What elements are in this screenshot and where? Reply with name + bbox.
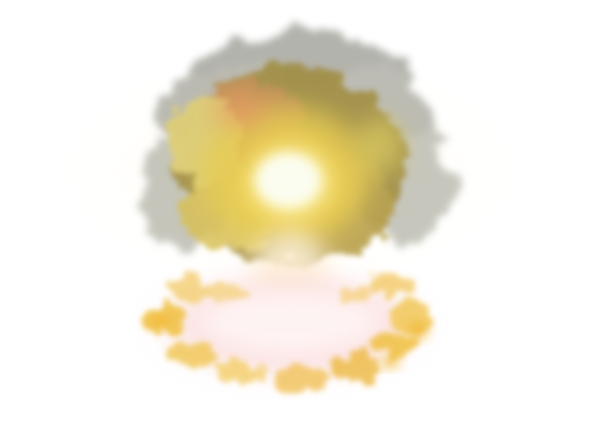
core-hotspot bbox=[256, 154, 320, 206]
shockwave-ring bbox=[143, 270, 434, 390]
